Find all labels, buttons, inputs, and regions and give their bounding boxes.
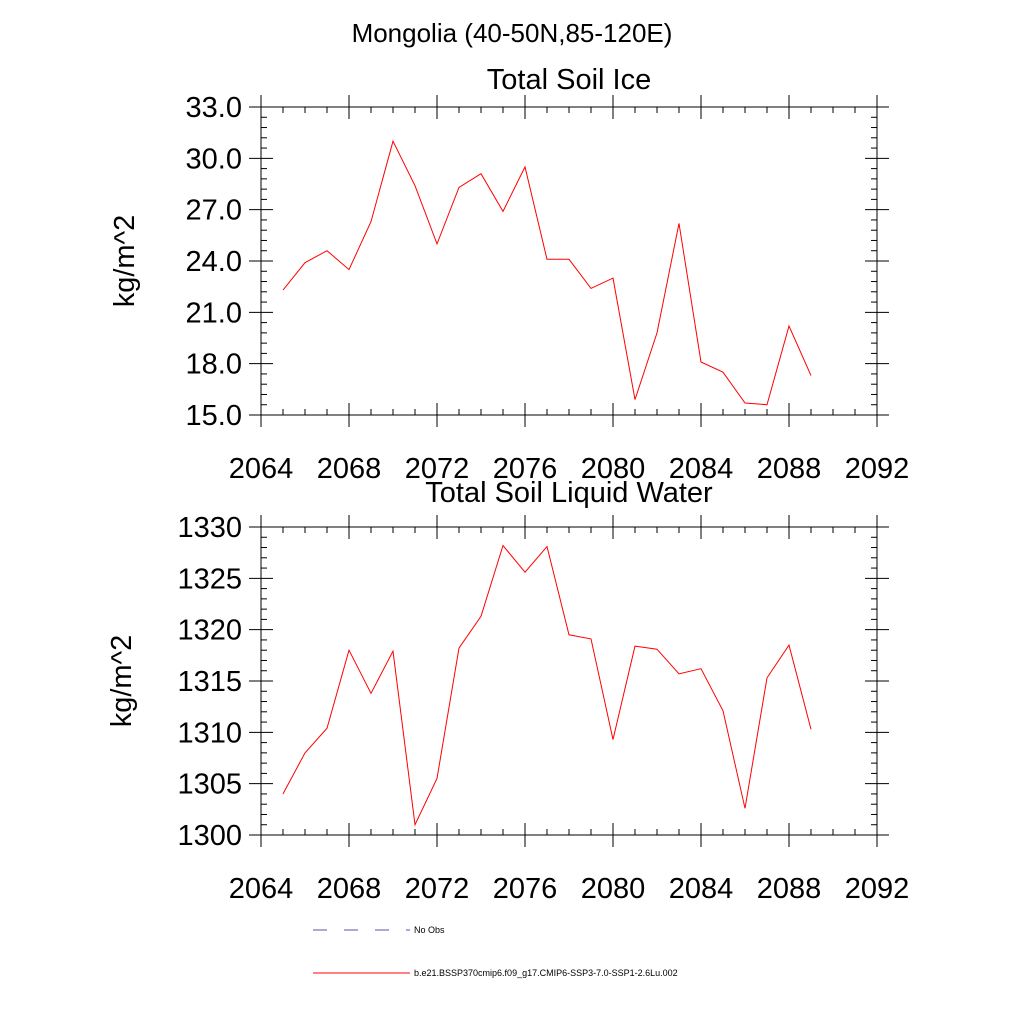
x-tick-label: 2088: [757, 873, 822, 905]
y-tick-label: 18.0: [186, 349, 242, 381]
y-tick-label: 15.0: [186, 400, 242, 432]
y-tick-label: 1300: [177, 820, 242, 852]
y-tick-label: 27.0: [186, 195, 242, 227]
legend-label-no-obs: No Obs: [414, 925, 445, 935]
y-tick-label: 1310: [177, 717, 242, 749]
x-tick-label: 2064: [229, 873, 294, 905]
panel-title: Total Soil Liquid Water: [425, 477, 713, 509]
series-layer: [282, 139, 812, 406]
y-tick-label: 1305: [177, 769, 242, 801]
x-tick-label: 2092: [845, 873, 910, 905]
panel-soil-liquid-water: Total Soil Liquid Water kg/m^2 2064 2068 2…: [106, 477, 909, 905]
x-tick-label: 2080: [581, 873, 646, 905]
x-tick-label: 2088: [757, 453, 822, 485]
y-tick-label: 1330: [177, 512, 242, 544]
x-tick-label: 2092: [845, 453, 910, 485]
x-tick-label: 2080: [581, 453, 646, 485]
series-line: [282, 544, 812, 827]
x-tick-label: 2064: [229, 453, 294, 485]
x-tick-label: 2076: [493, 873, 558, 905]
y-axis-label: kg/m^2: [109, 215, 141, 308]
series-layer: [282, 544, 812, 827]
panel-soil-ice: Total Soil Ice kg/m^2 2064 2068 2072 2076 20…: [109, 64, 909, 485]
x-tick-label: 2084: [669, 873, 734, 905]
x-tick-label: 2072: [405, 873, 470, 905]
x-ticks: 2064 2068 2072 2076 2080 2084 2088 2092: [229, 515, 910, 905]
x-tick-label: 2068: [317, 873, 382, 905]
y-tick-label: 30.0: [186, 143, 242, 175]
legend: No Obs b.e21.BSSP370cmip6.f09_g17.CMIP6-…: [313, 925, 678, 978]
y-tick-label: 33.0: [186, 92, 242, 124]
y-ticks: 1300 1305 1310 1315 1320 1325 1330: [177, 512, 889, 852]
y-axis-label: kg/m^2: [106, 635, 138, 728]
x-tick-label: 2068: [317, 453, 382, 485]
plot-frame: [260, 526, 878, 836]
y-ticks: 15.0 18.0 21.0 24.0 27.0 30.0 33.0: [186, 92, 889, 432]
legend-label-model: b.e21.BSSP370cmip6.f09_g17.CMIP6-SSP3-7.…: [414, 968, 678, 978]
panel-title: Total Soil Ice: [487, 64, 651, 96]
y-tick-label: 1320: [177, 615, 242, 647]
x-ticks: 2064 2068 2072 2076 2080 2084 2088 2092: [229, 95, 910, 485]
x-tick-label: 2072: [405, 453, 470, 485]
y-tick-label: 1315: [177, 666, 242, 698]
y-tick-label: 24.0: [186, 246, 242, 278]
x-tick-label: 2076: [493, 453, 558, 485]
y-tick-label: 21.0: [186, 297, 242, 329]
x-tick-label: 2084: [669, 453, 734, 485]
y-tick-label: 1325: [177, 563, 242, 595]
figure-title: Mongolia (40-50N,85-120E): [352, 18, 673, 48]
series-line: [282, 139, 812, 406]
